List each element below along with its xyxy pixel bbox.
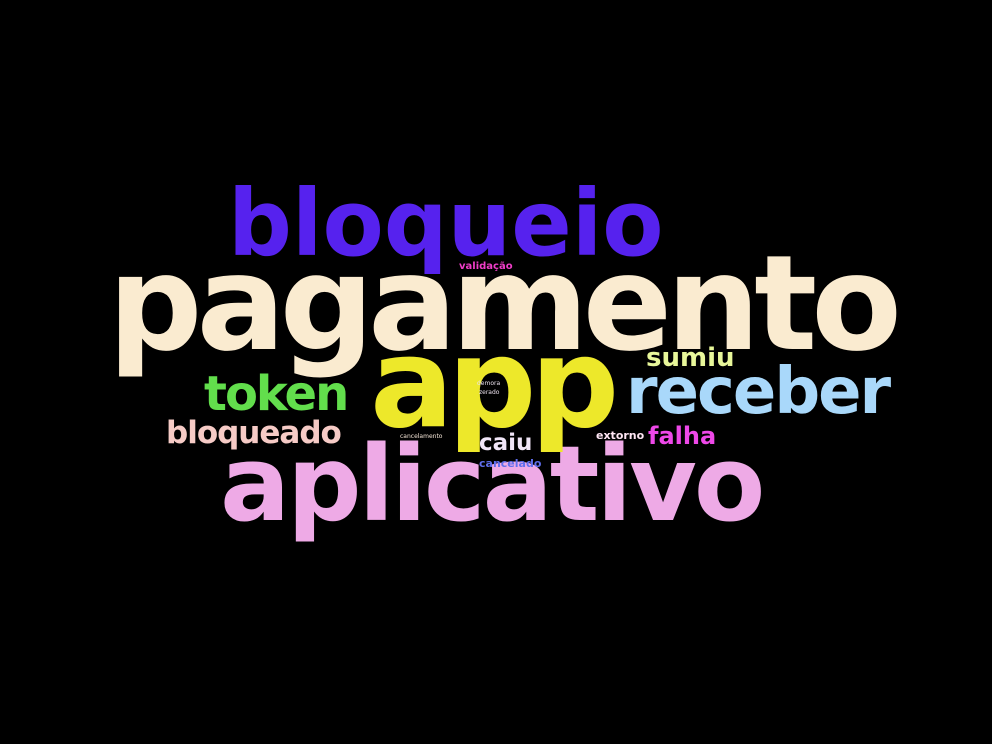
word-bloqueado: bloqueado bbox=[166, 415, 342, 451]
word-app: app bbox=[370, 312, 619, 456]
word-validacao: validação bbox=[459, 261, 513, 272]
word-bloqueio: bloqueio bbox=[228, 170, 664, 277]
word-zerado: zerado bbox=[479, 389, 500, 396]
word-aplicativo: aplicativo bbox=[220, 423, 765, 545]
word-falha: falha bbox=[648, 422, 717, 450]
word-token: token bbox=[204, 366, 349, 422]
word-caiu: caiu bbox=[479, 430, 533, 456]
word-receber: receber bbox=[626, 355, 891, 429]
word-pagamento: pagamento bbox=[108, 227, 902, 381]
word-demora: demora bbox=[477, 380, 501, 387]
word-sumiu: sumiu bbox=[646, 343, 735, 373]
word-cancelado: cancelado bbox=[479, 457, 542, 470]
word-extorno: extorno bbox=[596, 429, 645, 442]
word-cancelamento: cancelamento bbox=[400, 433, 443, 440]
